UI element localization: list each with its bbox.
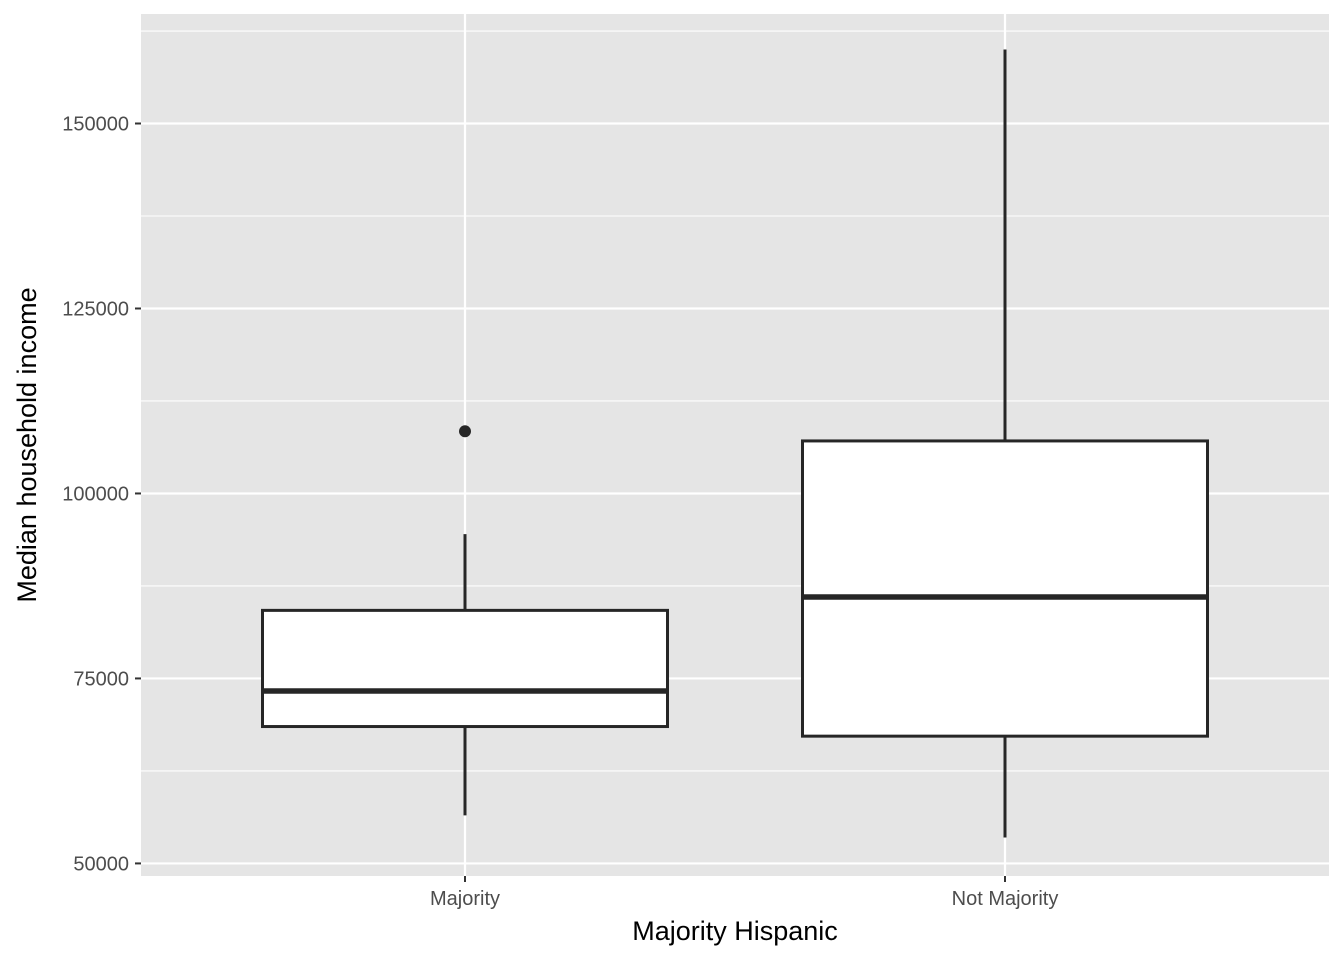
y-tick-label: 75000 — [73, 668, 129, 690]
box-majority — [261, 425, 669, 816]
iqr-box — [801, 439, 1209, 738]
minor-gridlines — [141, 30, 1329, 772]
x-tick-label: Not Majority — [952, 888, 1059, 910]
outlier-point — [459, 425, 471, 438]
y-tick-label: 100000 — [62, 483, 129, 505]
x-axis-title: Majority Hispanic — [632, 916, 838, 946]
y-tick-label: 150000 — [62, 114, 129, 136]
y-axis: 50000 75000 100000 125000 150000 — [62, 114, 141, 875]
x-axis: Majority Not Majority — [430, 876, 1058, 910]
y-tick-label: 50000 — [73, 853, 129, 875]
y-axis-title: Median household income — [12, 287, 42, 602]
box-not-majority — [801, 49, 1209, 838]
iqr-box — [261, 608, 669, 729]
x-tick-label: Majority — [430, 888, 500, 910]
y-tick-label: 125000 — [62, 298, 129, 320]
box-layer — [261, 49, 1209, 838]
